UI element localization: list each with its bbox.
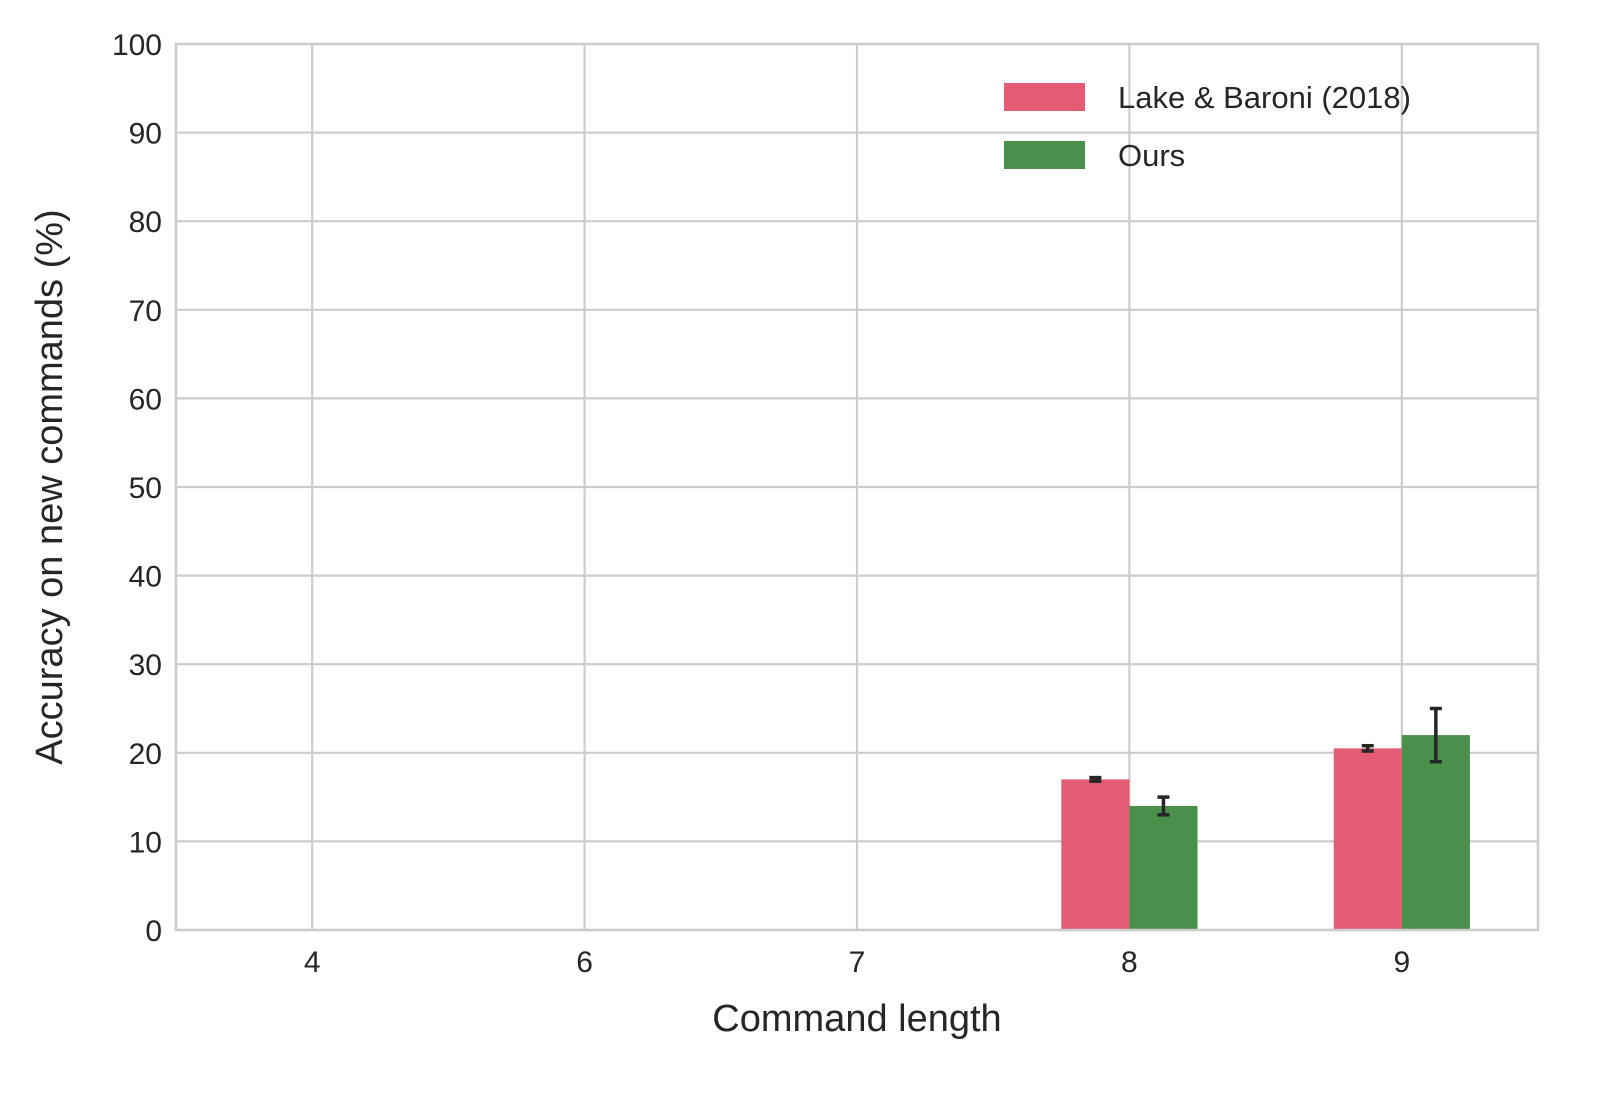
y-tick-labels: 0 10 20 30 40 50 60 70 80 90 100 bbox=[112, 29, 162, 948]
x-tick-label: 7 bbox=[849, 946, 866, 979]
x-tick-label: 9 bbox=[1393, 946, 1410, 979]
error-bar bbox=[1361, 743, 1374, 753]
bar-ours-9 bbox=[1401, 735, 1470, 930]
plot-frame bbox=[174, 42, 1540, 932]
y-tick-label: 0 bbox=[145, 915, 162, 948]
y-tick-label: 10 bbox=[129, 826, 162, 859]
legend-item: Ours bbox=[1004, 138, 1185, 173]
legend-swatch bbox=[1004, 141, 1085, 169]
x-tick-label: 4 bbox=[304, 946, 321, 979]
y-tick-label: 70 bbox=[129, 295, 162, 328]
legend-label: Lake & Baroni (2018) bbox=[1118, 80, 1411, 115]
y-axis-label: Accuracy on new commands (%) bbox=[29, 209, 71, 764]
error-bars bbox=[1089, 706, 1442, 817]
x-tick-label: 8 bbox=[1121, 946, 1138, 979]
x-tick-labels: 4 6 7 8 9 bbox=[304, 946, 1410, 979]
error-bar bbox=[1157, 795, 1170, 817]
error-bar bbox=[1429, 706, 1442, 764]
error-bar bbox=[1089, 775, 1102, 783]
legend-label: Ours bbox=[1118, 138, 1185, 173]
bar-ours-8 bbox=[1129, 805, 1198, 930]
y-tick-label: 50 bbox=[129, 472, 162, 505]
y-tick-label: 40 bbox=[129, 561, 162, 594]
x-axis-label: Command length bbox=[712, 998, 1001, 1040]
bar-lake-baroni-9 bbox=[1333, 748, 1402, 930]
y-tick-label: 80 bbox=[129, 206, 162, 239]
bars bbox=[1061, 735, 1470, 930]
y-tick-label: 100 bbox=[112, 29, 162, 62]
legend-swatch bbox=[1004, 83, 1085, 111]
y-tick-label: 30 bbox=[129, 649, 162, 682]
legend: Lake & Baroni (2018) Ours bbox=[1004, 80, 1411, 173]
y-tick-label: 90 bbox=[129, 118, 162, 151]
x-tick-label: 6 bbox=[576, 946, 593, 979]
y-tick-label: 20 bbox=[129, 738, 162, 771]
legend-item: Lake & Baroni (2018) bbox=[1004, 80, 1411, 115]
bar-lake-baroni-8 bbox=[1061, 779, 1130, 930]
y-tick-label: 60 bbox=[129, 383, 162, 416]
